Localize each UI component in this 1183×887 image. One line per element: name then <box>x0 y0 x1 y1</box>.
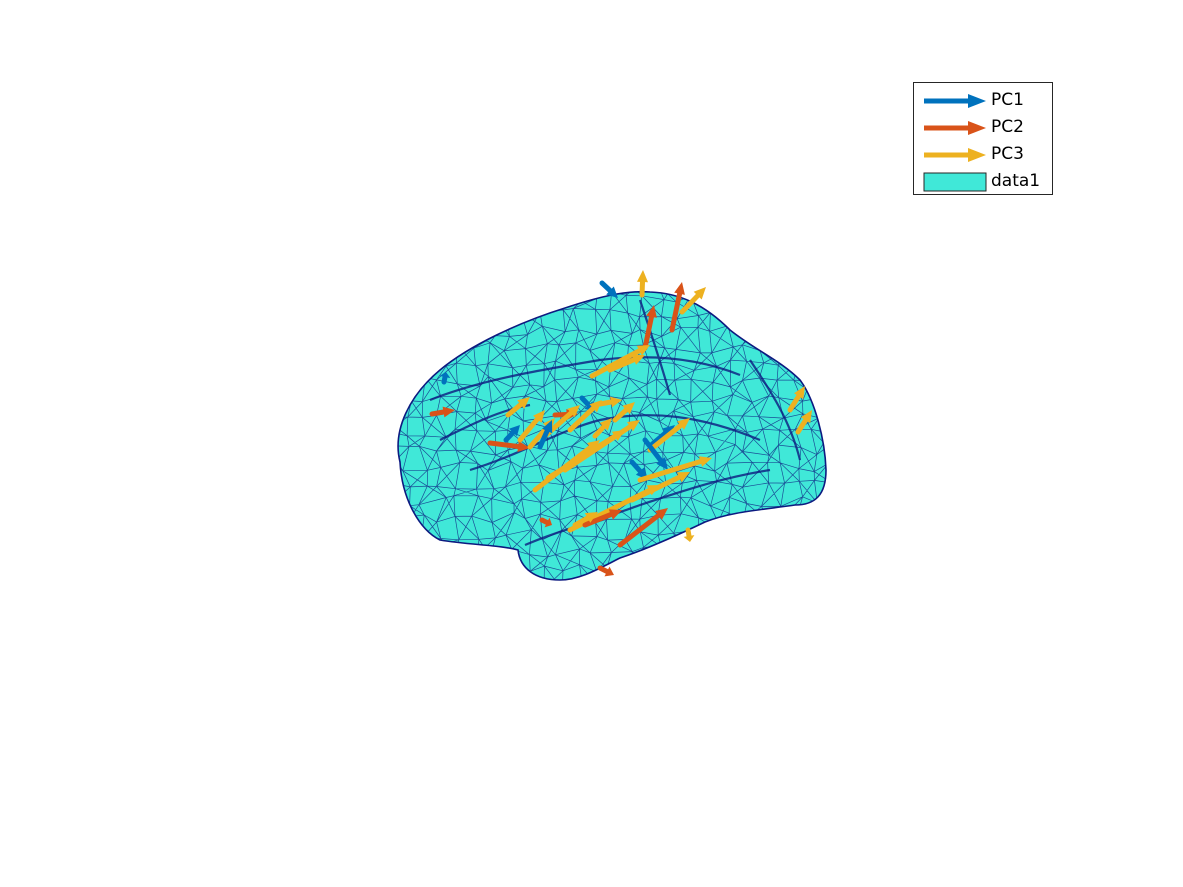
pc3-arrow <box>647 418 690 453</box>
temporal-fold <box>524 468 771 547</box>
pc2-arrow <box>617 508 668 548</box>
pc2-arrow <box>582 509 622 528</box>
pc3-arrow <box>637 270 648 298</box>
pc1-arrow <box>647 425 675 449</box>
legend-label-data1: data1 <box>991 171 1041 191</box>
pc3-arrow-swatch-icon <box>924 148 986 162</box>
sylvian-fissure <box>469 414 761 472</box>
pc2-arrow <box>642 305 657 351</box>
pc3-arrow <box>795 410 812 435</box>
legend[interactable]: PC1 PC2 PC3 data1 <box>913 82 1053 195</box>
pc2-arrow <box>597 565 614 577</box>
pc2-arrow <box>669 282 685 333</box>
upper-fold <box>429 356 741 402</box>
legend-entry-pc2: PC2 <box>920 116 1048 140</box>
pc2-arrow-swatch-icon <box>924 121 986 135</box>
pc3-arrow <box>567 400 602 433</box>
pc3-arrow <box>637 456 712 483</box>
pc2-arrow <box>539 517 552 528</box>
pc3-arrow <box>517 410 545 443</box>
pc-arrows <box>429 270 812 577</box>
legend-entry-pc3: PC3 <box>920 143 1048 167</box>
legend-entry-pc1: PC1 <box>920 89 1048 113</box>
surface-sulci <box>429 299 802 547</box>
pc3-arrow <box>592 418 612 439</box>
central-fold <box>638 299 672 396</box>
surface-patch-swatch-icon <box>923 172 987 192</box>
legend-entry-data1: data1 <box>920 170 1048 194</box>
pc3-arrow <box>505 397 530 418</box>
legend-label-pc2: PC2 <box>991 117 1024 137</box>
pc3-arrow <box>787 386 805 413</box>
legend-label-pc3: PC3 <box>991 144 1024 164</box>
pc3-arrow <box>597 396 622 408</box>
posterior-fold <box>749 359 802 461</box>
pc3-arrow <box>612 402 635 423</box>
pc1-arrow <box>537 420 553 450</box>
pc3-arrow <box>683 527 695 542</box>
pc3-arrow <box>572 512 598 528</box>
pc3-arrow <box>607 354 645 373</box>
pc1-arrow-swatch-icon <box>924 94 986 108</box>
pc1-arrow <box>642 437 668 470</box>
pc3-arrow <box>562 420 640 473</box>
pc1-arrow <box>599 280 618 298</box>
pc2-arrow <box>429 406 455 418</box>
legend-label-pc1: PC1 <box>991 90 1024 110</box>
pc3-arrow <box>542 405 580 439</box>
pc2-arrow <box>487 440 530 452</box>
pc1-arrow <box>439 372 451 385</box>
pc3-arrow <box>589 345 650 379</box>
pc3-arrow <box>679 287 706 315</box>
pc1-arrow <box>503 425 520 443</box>
